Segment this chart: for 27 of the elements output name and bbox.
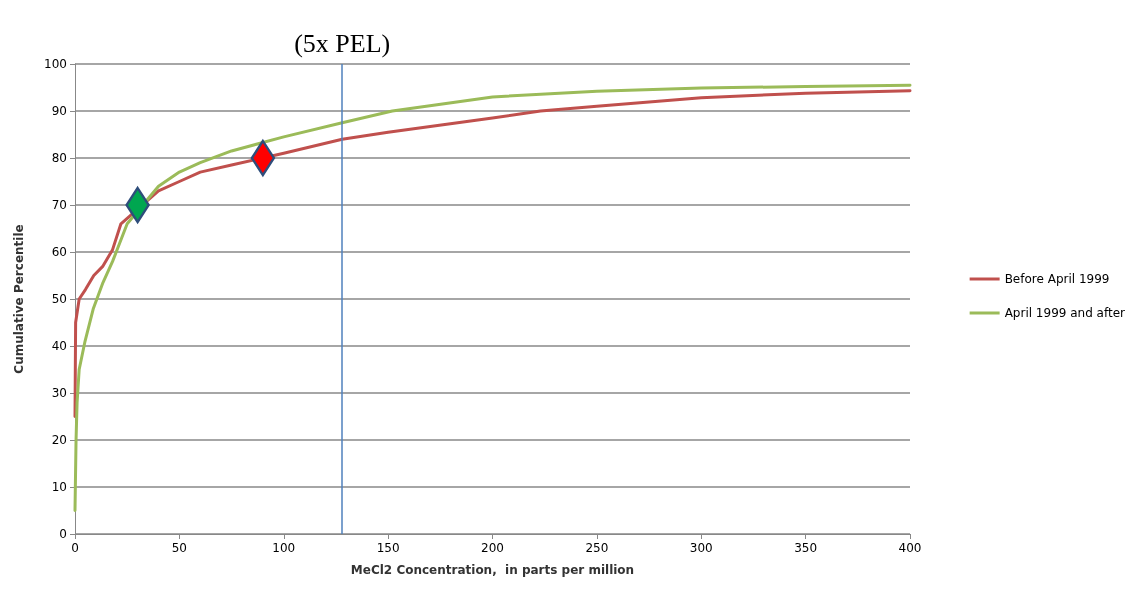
ref-line-label: (5x PEL)	[294, 28, 391, 58]
y-tick-label: 10	[51, 480, 67, 494]
legend-label: Before April 1999	[1004, 272, 1110, 286]
y-tick-label: 20	[51, 433, 67, 447]
y-tick-label: 50	[51, 292, 67, 306]
y-axis-title: Cumulative Percentile	[12, 224, 26, 374]
x-tick-label: 300	[689, 541, 713, 555]
y-tick-label: 90	[51, 104, 67, 118]
y-tick-label: 80	[51, 151, 67, 165]
x-tick-label: 400	[898, 541, 922, 555]
y-tick-label: 0	[59, 527, 67, 541]
x-tick-label: 50	[171, 541, 188, 555]
x-axis-title: MeCl2 Concentration, in parts per million	[350, 563, 635, 577]
y-tick-label: 60	[51, 245, 67, 259]
y-tick-label: 100	[44, 57, 67, 71]
y-tick-label: 40	[51, 339, 67, 353]
x-tick-label: 100	[272, 541, 296, 555]
y-tick-label: 30	[51, 386, 67, 400]
x-tick-label: 150	[376, 541, 400, 555]
x-tick-label: 0	[71, 541, 79, 555]
y-tick-label: 70	[51, 198, 67, 212]
x-tick-label: 350	[794, 541, 818, 555]
x-tick-label: 200	[481, 541, 504, 555]
legend-label: April 1999 and after	[1004, 306, 1126, 320]
line-series	[73, 83, 912, 512]
x-tick-label: 250	[585, 541, 609, 555]
line-series	[73, 89, 912, 418]
